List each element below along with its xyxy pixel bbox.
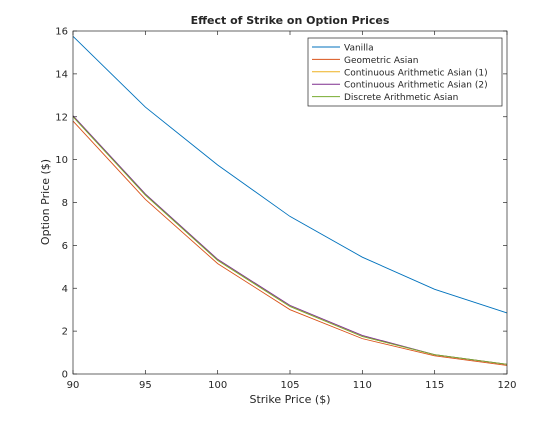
legend-label-1: Vanilla <box>344 44 374 54</box>
y-tick-label: 4 <box>62 284 68 295</box>
series-line-5 <box>72 116 508 365</box>
x-tick-label: 120 <box>497 380 516 391</box>
legend-label-4: Continuous Arithmetic Asian (2) <box>344 81 488 91</box>
y-tick-label: 12 <box>55 112 68 123</box>
x-tick-label: 100 <box>208 380 227 391</box>
series-lines <box>72 36 508 366</box>
x-tick-label: 95 <box>139 380 152 391</box>
legend-label-2: Geometric Asian <box>344 56 418 66</box>
x-axis-label: Strike Price ($) <box>249 393 330 406</box>
axes: 90 95 100 105 110 115 120 0 2 4 6 8 10 12 14 16 <box>55 27 516 392</box>
chart-title: Effect of Strike on Option Prices <box>191 14 390 27</box>
legend-label-3: Continuous Arithmetic Asian (1) <box>344 68 488 78</box>
legend: Vanilla Geometric Asian Continuous Arithme… <box>307 37 503 107</box>
legend-label-5: Discrete Arithmetic Asian <box>344 93 458 103</box>
y-axis-label: Option Price ($) <box>39 159 52 245</box>
x-tick-label: 115 <box>425 380 444 391</box>
y-tick-label: 14 <box>55 69 68 80</box>
y-tick-label: 8 <box>62 198 68 209</box>
series-line-1 <box>72 36 508 314</box>
legend-box <box>307 37 503 107</box>
y-tick-label: 16 <box>55 27 68 38</box>
x-tick-label: 110 <box>353 380 372 391</box>
y-tick-label: 0 <box>62 370 68 381</box>
x-tick-label: 90 <box>67 380 80 391</box>
y-tick-label: 2 <box>62 327 68 338</box>
y-tick-label: 10 <box>55 155 68 166</box>
x-tick-label: 105 <box>280 380 299 391</box>
y-tick-label: 6 <box>62 241 68 252</box>
series-line-2 <box>72 120 508 366</box>
